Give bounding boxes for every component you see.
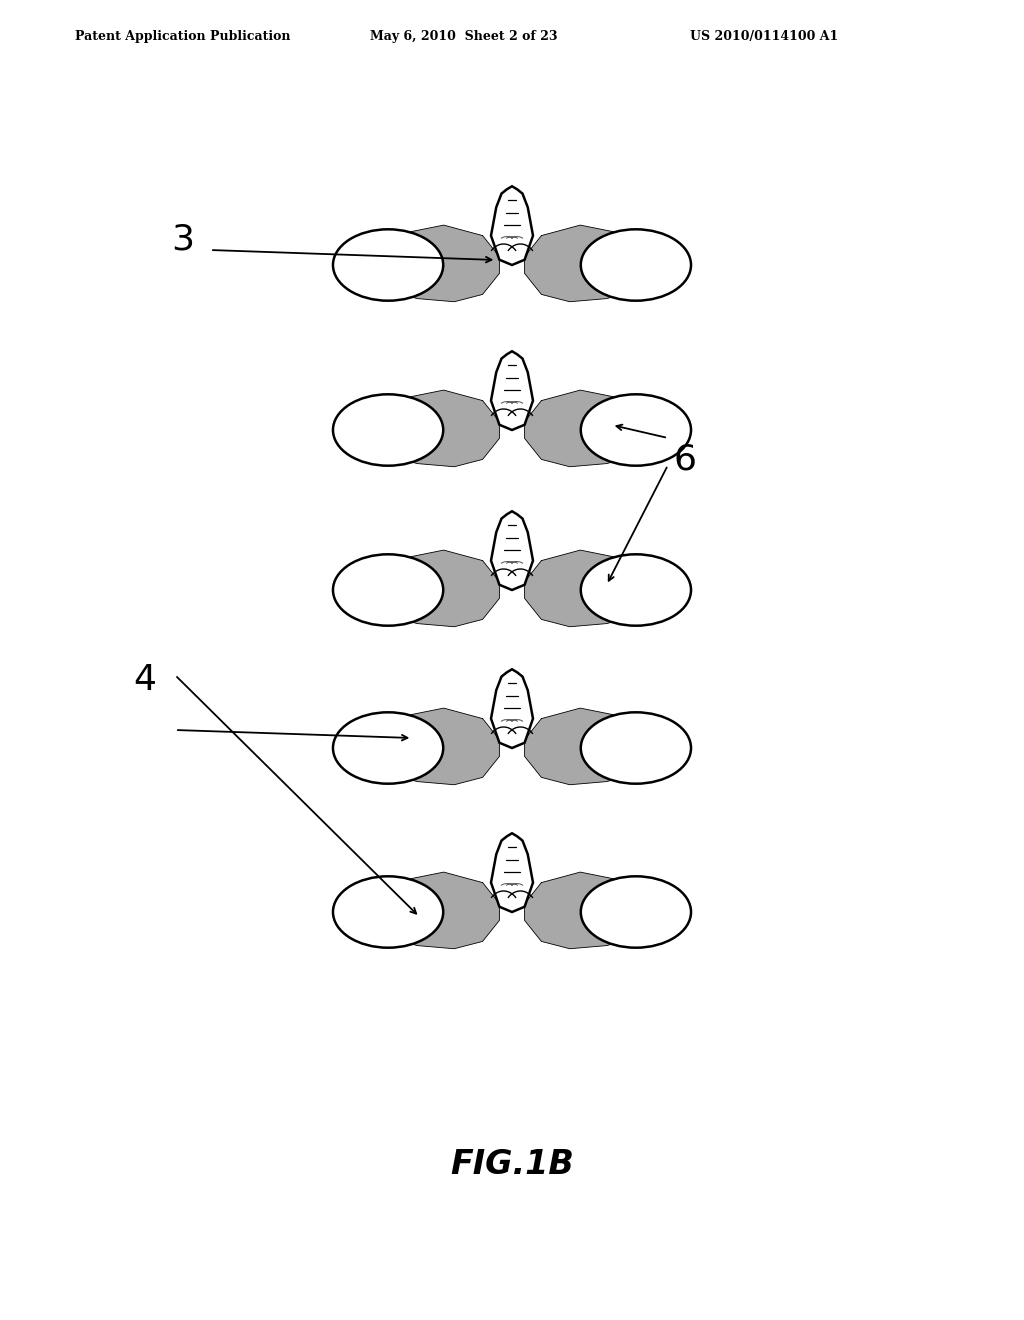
Text: FIG.1B: FIG.1B bbox=[451, 1148, 573, 1181]
Polygon shape bbox=[524, 873, 659, 949]
Polygon shape bbox=[524, 550, 659, 627]
Ellipse shape bbox=[581, 230, 691, 301]
Ellipse shape bbox=[333, 876, 443, 948]
Ellipse shape bbox=[581, 395, 691, 466]
Polygon shape bbox=[365, 391, 500, 467]
Polygon shape bbox=[365, 226, 500, 302]
Polygon shape bbox=[524, 391, 659, 467]
Text: 4: 4 bbox=[133, 663, 157, 697]
Ellipse shape bbox=[333, 230, 443, 301]
Polygon shape bbox=[365, 873, 500, 949]
Ellipse shape bbox=[581, 713, 691, 784]
Polygon shape bbox=[490, 351, 534, 430]
Polygon shape bbox=[490, 669, 534, 748]
Ellipse shape bbox=[333, 713, 443, 784]
Polygon shape bbox=[524, 708, 659, 785]
Polygon shape bbox=[490, 833, 534, 912]
Text: 6: 6 bbox=[674, 444, 696, 477]
Polygon shape bbox=[524, 226, 659, 302]
Ellipse shape bbox=[333, 395, 443, 466]
Polygon shape bbox=[490, 511, 534, 590]
Polygon shape bbox=[490, 186, 534, 265]
Polygon shape bbox=[365, 550, 500, 627]
Text: Patent Application Publication: Patent Application Publication bbox=[75, 30, 291, 44]
Text: May 6, 2010  Sheet 2 of 23: May 6, 2010 Sheet 2 of 23 bbox=[370, 30, 557, 44]
Polygon shape bbox=[365, 708, 500, 785]
Text: US 2010/0114100 A1: US 2010/0114100 A1 bbox=[690, 30, 839, 44]
Ellipse shape bbox=[333, 554, 443, 626]
Ellipse shape bbox=[581, 554, 691, 626]
Text: 3: 3 bbox=[171, 223, 195, 257]
Ellipse shape bbox=[581, 876, 691, 948]
